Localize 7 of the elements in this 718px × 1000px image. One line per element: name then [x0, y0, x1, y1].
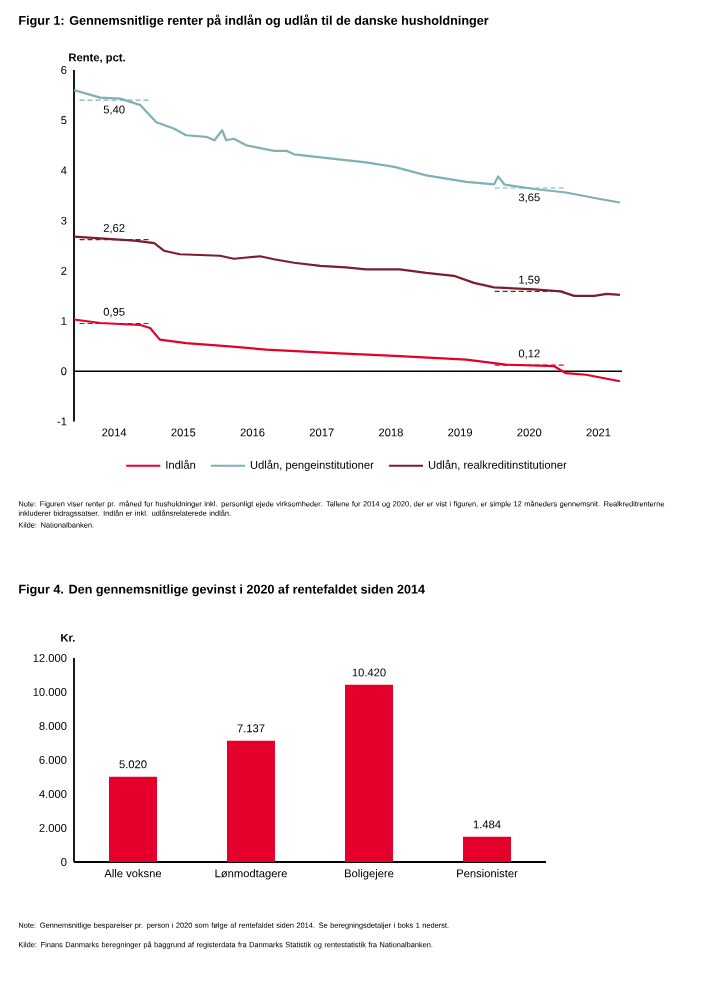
line-series	[72, 318, 622, 383]
bar	[109, 776, 157, 863]
line-series	[72, 88, 622, 204]
bar	[345, 684, 393, 863]
bar	[463, 836, 511, 863]
line-series	[72, 235, 622, 298]
bar	[227, 740, 275, 863]
